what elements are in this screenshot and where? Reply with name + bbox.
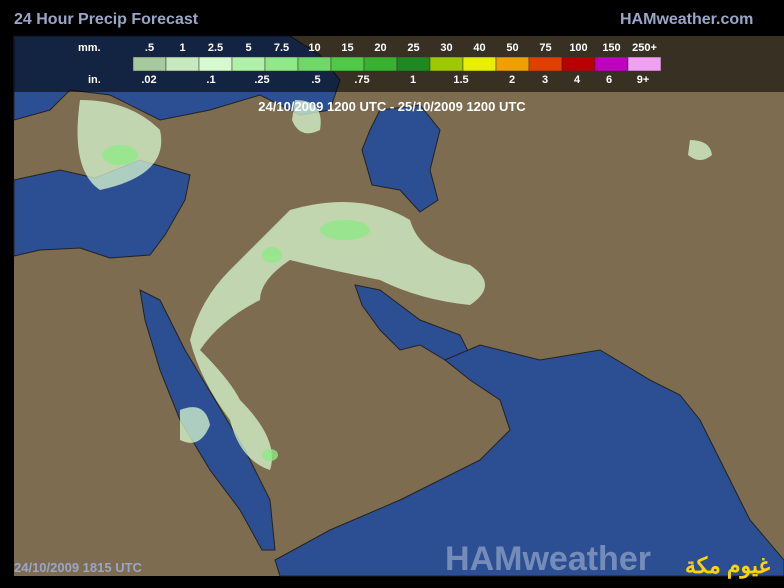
mm-value: 75 — [539, 42, 551, 54]
legend-swatch — [594, 56, 629, 72]
precip-core — [102, 145, 370, 461]
in-value: 4 — [574, 74, 581, 86]
legend-swatch — [528, 56, 563, 72]
timestamp: 24/10/2009 1815 UTC — [14, 560, 143, 575]
mm-value: 10 — [308, 42, 320, 54]
legend-swatch — [462, 56, 497, 72]
legend-swatch — [198, 56, 233, 72]
legend: .5 1 2.5 5 7.5 10 15 20 25 30 40 50 75 100 150 250+.02.… — [132, 42, 662, 86]
in-label: in. — [88, 74, 101, 86]
in-value: 9+ — [637, 74, 650, 86]
mm-value: 250+ — [632, 42, 657, 54]
in-value: .1 — [206, 74, 215, 86]
in-value: 1.5 — [453, 74, 468, 86]
mm-value: 5 — [245, 42, 251, 54]
caption: غيوم مكة — [685, 553, 770, 579]
header-bar — [14, 8, 784, 36]
period: 24/10/2009 1200 UTC - 25/10/2009 1200 UT… — [258, 99, 526, 114]
legend-swatch — [495, 56, 530, 72]
in-value: 3 — [542, 74, 548, 86]
legend-swatch — [429, 56, 464, 72]
watermark: HAMweather — [445, 540, 651, 578]
mm-value: 50 — [506, 42, 518, 54]
in-value: 6 — [606, 74, 612, 86]
brand: HAMweather.com — [620, 11, 753, 28]
legend-swatch — [363, 56, 398, 72]
precip-areas — [77, 100, 712, 470]
legend-swatch — [396, 56, 431, 72]
mm-value: 30 — [440, 42, 452, 54]
mm-value: 15 — [341, 42, 353, 54]
mm-value: 1 — [179, 42, 185, 54]
arabian-sea — [274, 344, 784, 577]
in-value: .25 — [254, 74, 269, 86]
mm-value: 150 — [602, 42, 620, 54]
legend-swatch — [561, 56, 596, 72]
legend-swatch — [165, 56, 200, 72]
mm-value: 20 — [374, 42, 386, 54]
mm-label: mm. — [78, 42, 101, 54]
mm-value: 100 — [569, 42, 587, 54]
legend-swatch — [132, 56, 167, 72]
in-value: .02 — [141, 74, 156, 86]
in-value: 2 — [509, 74, 515, 86]
legend-swatch — [231, 56, 266, 72]
caspian-sea — [361, 104, 441, 213]
mm-value: .5 — [145, 42, 154, 54]
in-value: 1 — [410, 74, 416, 86]
mm-value: 40 — [473, 42, 485, 54]
legend-swatch — [330, 56, 365, 72]
in-value: .5 — [311, 74, 320, 86]
legend-swatch — [297, 56, 332, 72]
title: 24 Hour Precip Forecast — [14, 11, 199, 28]
mm-value: 7.5 — [274, 42, 289, 54]
in-value: .75 — [354, 74, 369, 86]
legend-swatch — [627, 56, 662, 72]
mm-value: 25 — [407, 42, 419, 54]
mm-value: 2.5 — [208, 42, 223, 54]
legend-swatch — [264, 56, 299, 72]
